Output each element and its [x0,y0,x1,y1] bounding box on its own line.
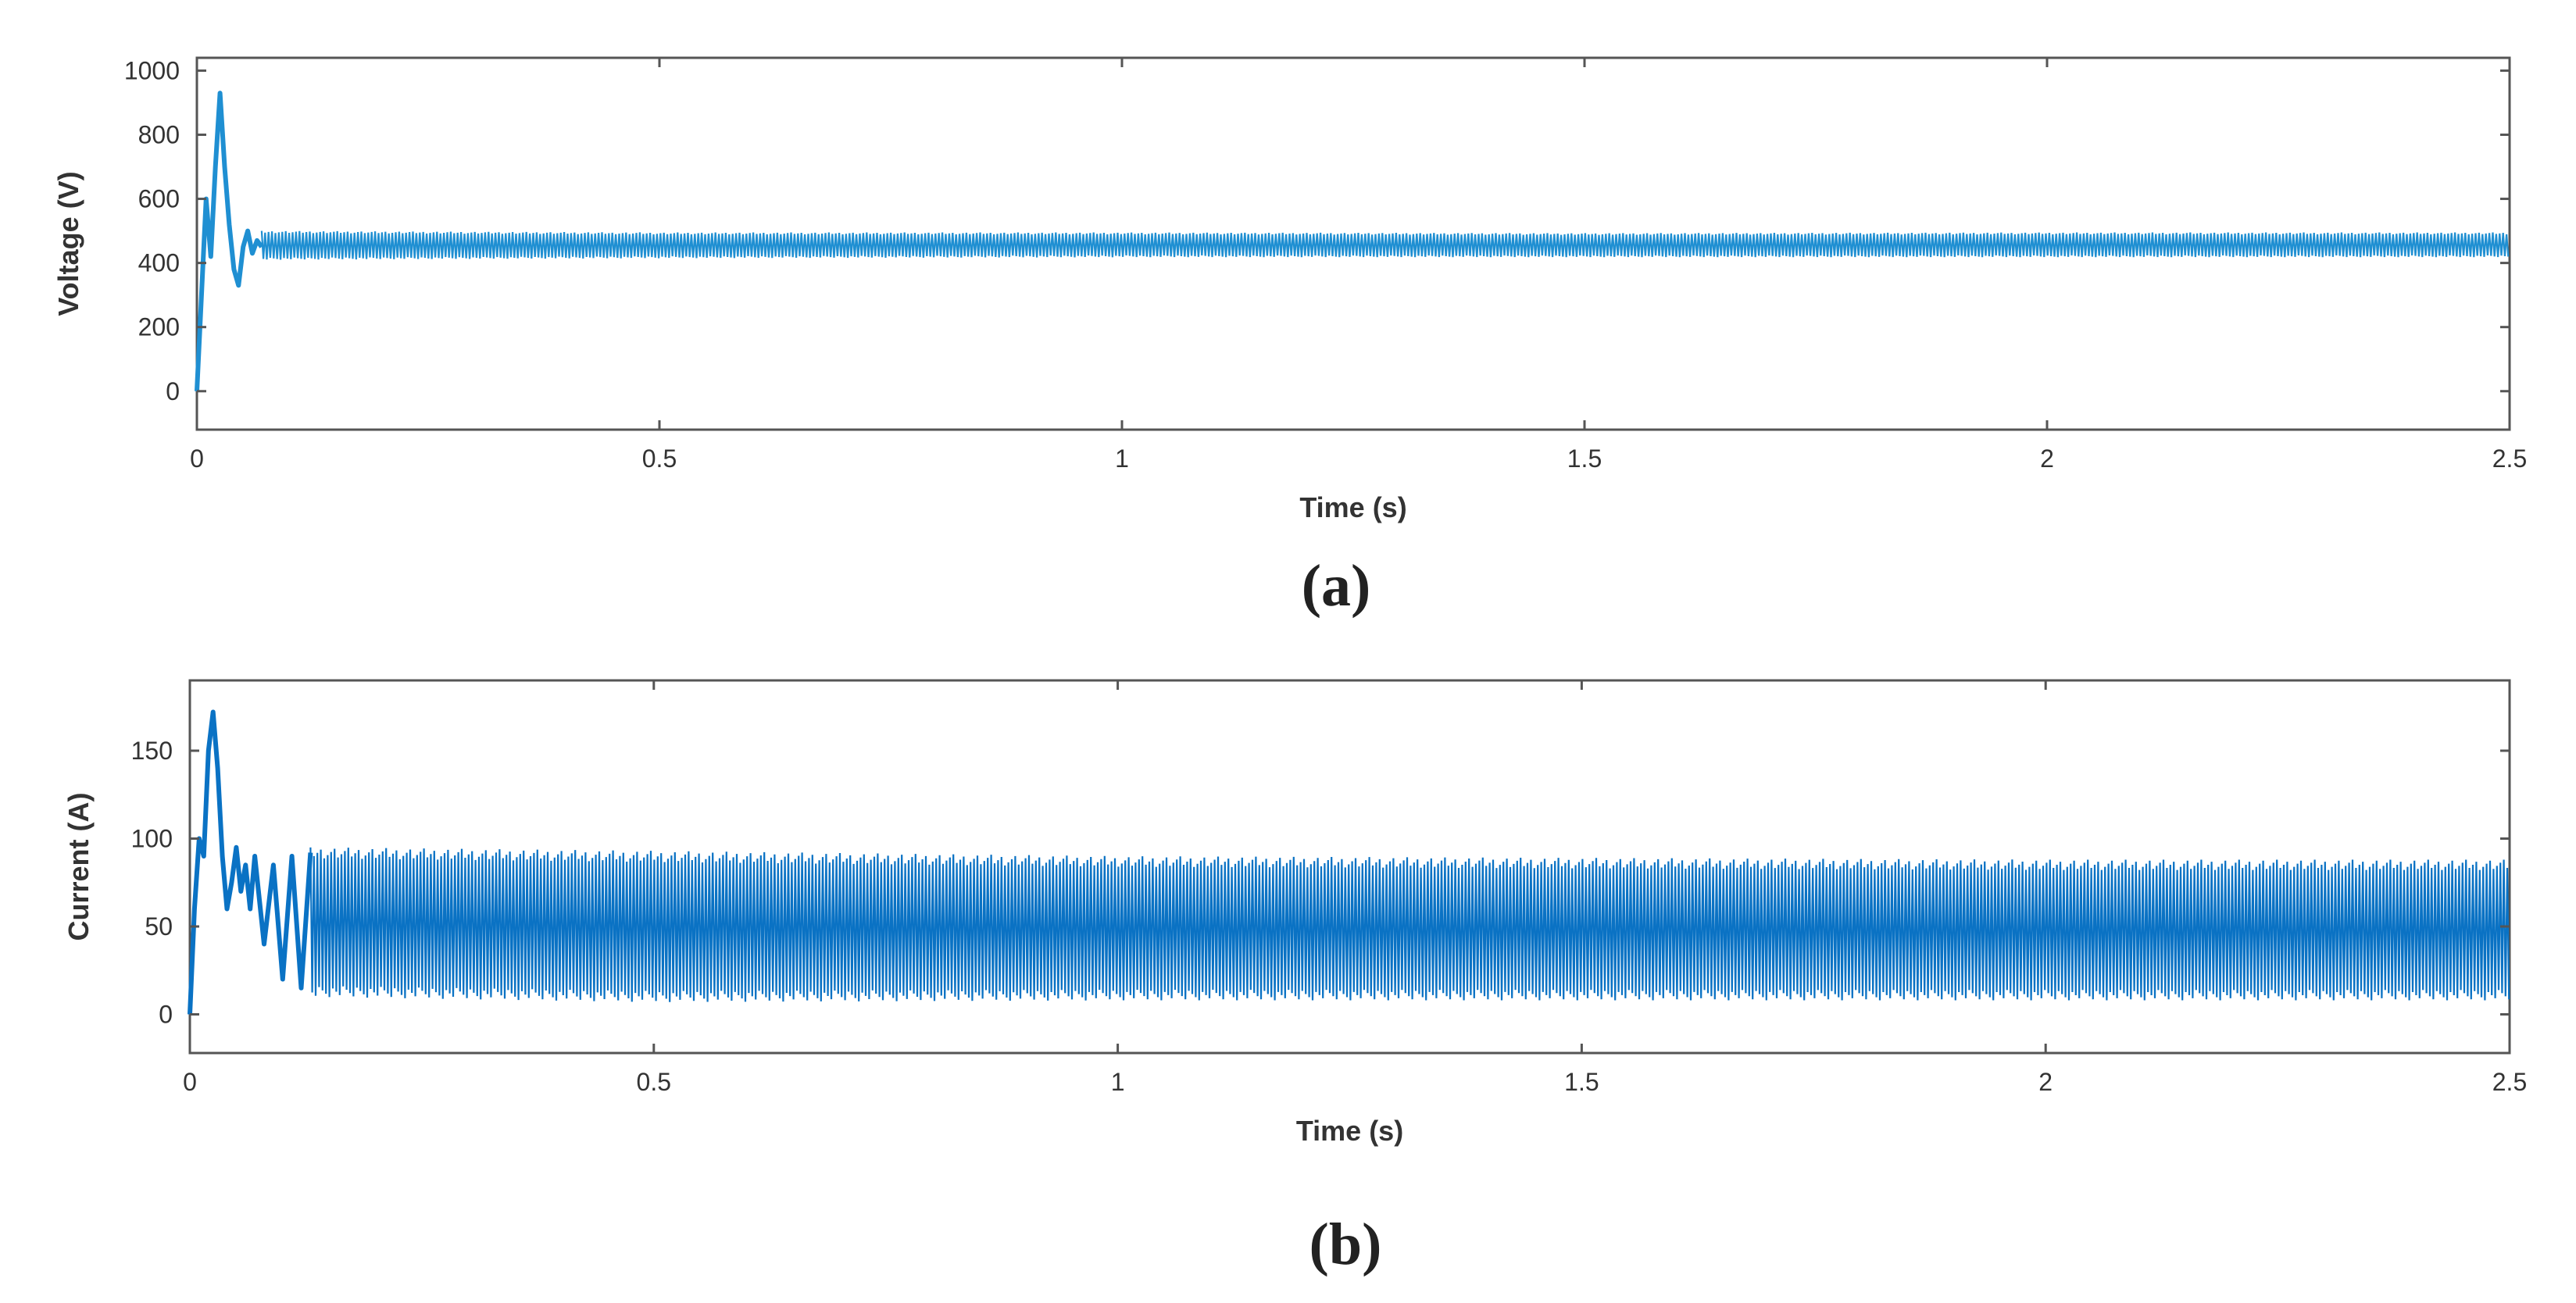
current-x-axis-label: Time (s) [1296,1115,1403,1147]
current-transient-line [188,709,313,1015]
voltage-ytick-label: 600 [138,185,180,213]
caption-b: (b) [1309,1212,1382,1277]
current-xtick-label: 1 [1111,1068,1125,1096]
current-y-axis-label: Current (A) [63,793,95,941]
current-steady-waveform [309,847,2510,1002]
current-xtick-label: 0.5 [637,1068,671,1096]
current-ytick-label: 150 [131,737,173,765]
caption-a: (a) [1302,553,1371,619]
voltage-ytick-label: 400 [138,249,180,277]
current-chart: 0 0.5 1 1.5 2 2.5 0 50 100 150 Time (s) Current (A) [63,679,2527,1147]
voltage-ytick-label: 200 [138,313,180,341]
voltage-xtick-label: 2.5 [2492,444,2527,473]
voltage-xtick-label: 0 [190,444,204,473]
current-xtick-label: 1.5 [1564,1068,1599,1096]
voltage-transient-line [195,91,264,391]
current-ytick-label: 100 [131,825,173,853]
current-xtick-label: 2 [2038,1068,2053,1096]
voltage-ytick-label: 1000 [124,56,180,84]
voltage-steady-waveform [260,230,2510,260]
voltage-xtick-label: 1 [1115,444,1129,473]
current-xtick-label: 0 [183,1068,197,1096]
voltage-y-axis-label: Voltage (V) [52,171,84,316]
voltage-ytick-label: 800 [138,120,180,148]
voltage-xtick-label: 2 [2040,444,2054,473]
voltage-chart: 0 0.5 1 1.5 2 2.5 0 200 400 600 800 1000 Time (s) Vol… [52,56,2527,523]
current-ytick-label: 50 [145,912,173,941]
voltage-ytick-label: 0 [166,377,180,405]
voltage-x-axis-label: Time (s) [1299,491,1406,523]
current-ytick-label: 0 [159,1001,173,1029]
current-xtick-label: 2.5 [2492,1068,2527,1096]
voltage-xtick-label: 0.5 [642,444,677,473]
voltage-xtick-label: 1.5 [1567,444,1602,473]
